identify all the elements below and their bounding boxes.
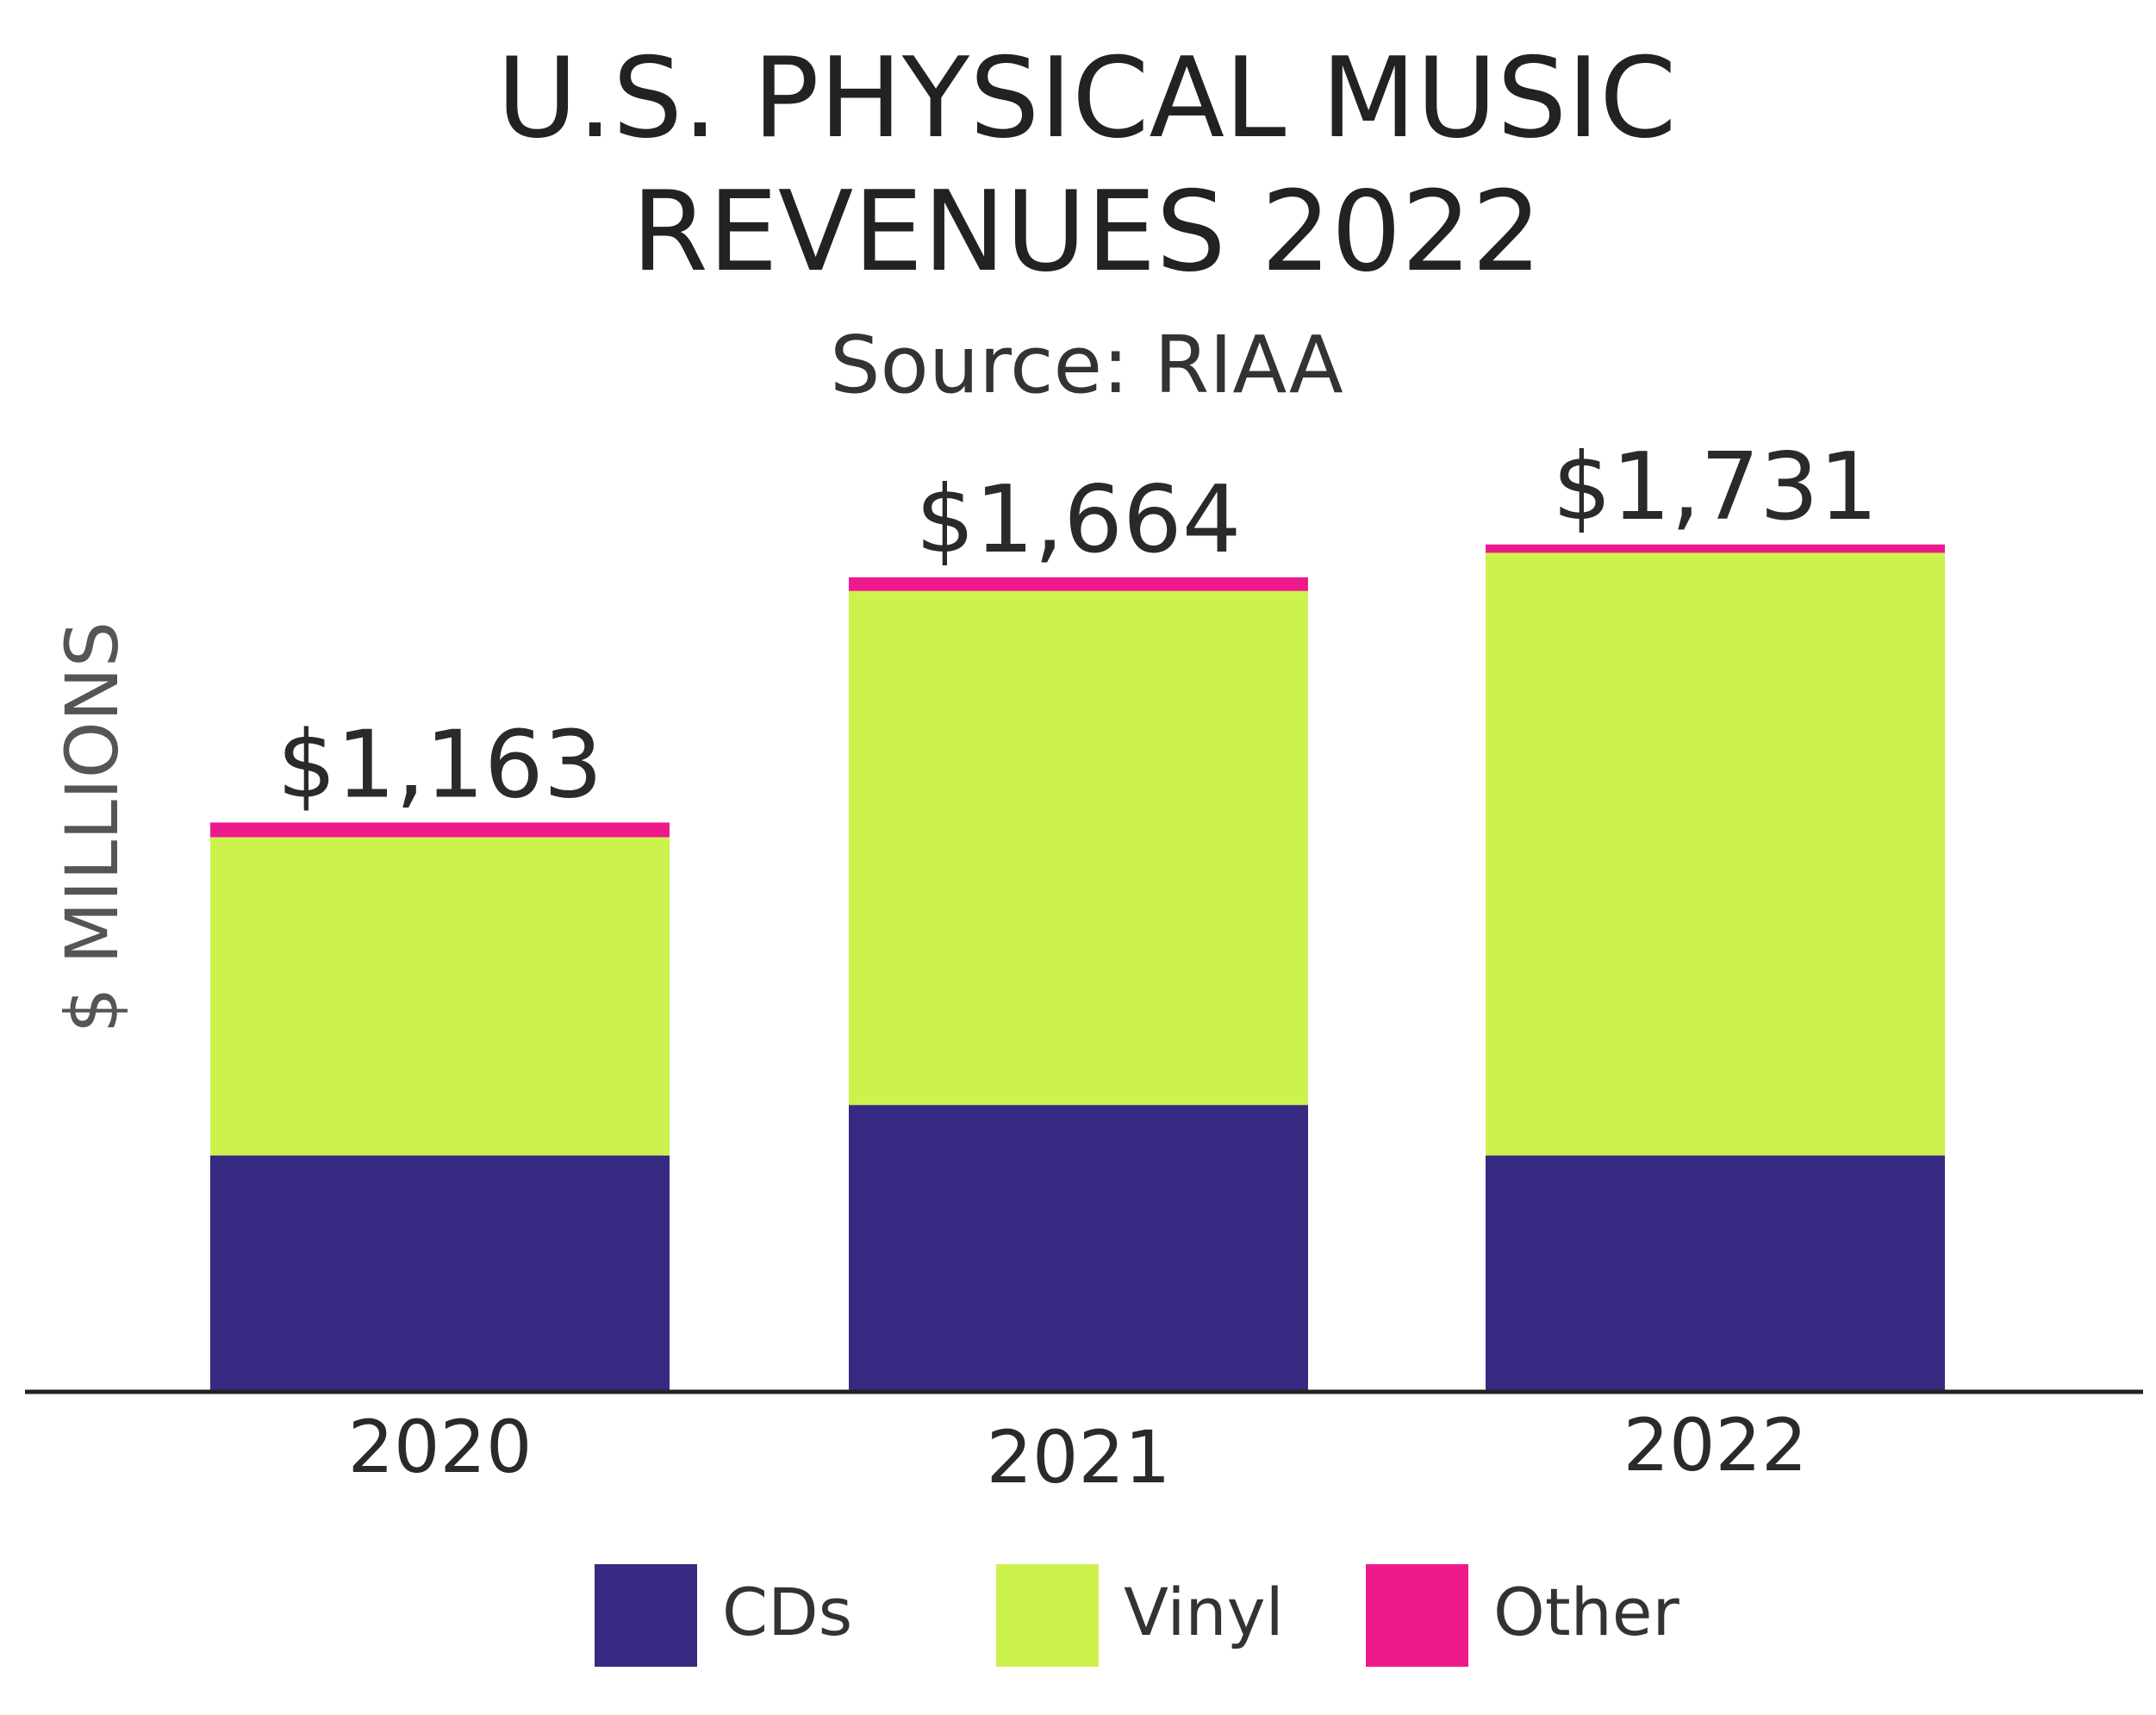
x-tick-label-2020: 2020 xyxy=(348,1405,533,1489)
legend-swatch-vinyl xyxy=(996,1564,1099,1667)
total-label-2022: $1,731 xyxy=(1553,433,1879,541)
bar-other-2021 xyxy=(849,577,1308,591)
total-label-2021: $1,664 xyxy=(916,466,1242,574)
chart-subtitle: Source: RIAA xyxy=(830,319,1343,411)
total-label-2020: $1,163 xyxy=(277,711,603,819)
legend-label-vinyl: Vinyl xyxy=(1124,1574,1284,1650)
legend-label-cds: CDs xyxy=(722,1574,852,1650)
bar-cds-2020 xyxy=(210,1155,670,1392)
legend-swatch-other xyxy=(1366,1564,1468,1667)
bar-vinyl-2022 xyxy=(1486,552,1945,1156)
legend-swatch-cds xyxy=(595,1564,697,1667)
bar-cds-2021 xyxy=(849,1105,1308,1392)
y-axis-label: $ MILLIONS xyxy=(50,621,134,1033)
legend: CDs Vinyl Other xyxy=(595,1564,1680,1667)
x-tick-label-2021: 2021 xyxy=(987,1415,1171,1500)
chart-title-line-2: REVENUES 2022 xyxy=(632,168,1542,296)
bar-cds-2022 xyxy=(1486,1155,1945,1392)
chart-title-line-1: U.S. PHYSICAL MUSIC xyxy=(496,34,1676,163)
bar-vinyl-2020 xyxy=(210,837,670,1156)
bars-group: $1,163 2020 $1,664 2021 $1,731 2022 xyxy=(210,433,1945,1500)
bar-other-2022 xyxy=(1486,544,1945,553)
legend-label-other: Other xyxy=(1493,1574,1680,1650)
bar-vinyl-2021 xyxy=(849,590,1308,1106)
x-tick-label-2022: 2022 xyxy=(1623,1403,1808,1487)
bar-other-2020 xyxy=(210,822,670,838)
